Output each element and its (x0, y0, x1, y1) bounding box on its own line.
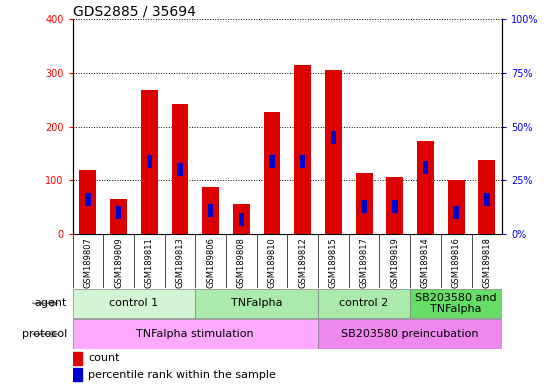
Text: GSM189810: GSM189810 (267, 237, 277, 288)
Bar (171, 104, 189, 234)
Text: percentile rank within the sample: percentile rank within the sample (88, 370, 276, 380)
Bar (85, 194, 90, 206)
Text: GSM189817: GSM189817 (359, 237, 369, 288)
Text: protocol: protocol (22, 329, 67, 339)
Bar (73, 319, 318, 349)
Text: count: count (88, 353, 120, 363)
Text: SB203580 and
TNFalpha: SB203580 and TNFalpha (415, 293, 497, 314)
Bar (478, 160, 496, 234)
Text: GSM189812: GSM189812 (298, 237, 307, 288)
Bar (79, 170, 97, 234)
Bar (147, 155, 152, 167)
Bar (331, 131, 336, 144)
Bar (386, 177, 403, 234)
Text: control 1: control 1 (109, 298, 158, 308)
Bar (417, 141, 434, 234)
Text: TNFalpha: TNFalpha (231, 298, 282, 308)
Text: agent: agent (35, 298, 67, 308)
Bar (355, 174, 373, 234)
Bar (73, 368, 82, 381)
Bar (300, 155, 305, 167)
Bar (177, 163, 182, 176)
Bar (110, 199, 127, 234)
Bar (448, 180, 465, 234)
Text: GSM189813: GSM189813 (175, 237, 185, 288)
Bar (325, 70, 342, 234)
Bar (294, 65, 311, 234)
Bar (318, 289, 410, 318)
Text: SB203580 preincubation: SB203580 preincubation (341, 329, 479, 339)
Text: GSM189814: GSM189814 (421, 237, 430, 288)
Text: GSM189818: GSM189818 (482, 237, 492, 288)
Bar (318, 319, 502, 349)
Text: control 2: control 2 (339, 298, 389, 308)
Bar (233, 204, 250, 234)
Text: GSM189815: GSM189815 (329, 237, 338, 288)
Bar (410, 289, 502, 318)
Bar (454, 206, 459, 219)
Bar (73, 289, 195, 318)
Bar (116, 206, 121, 219)
Bar (239, 213, 244, 226)
Bar (270, 155, 275, 167)
Bar (362, 200, 367, 213)
Text: GSM189808: GSM189808 (237, 237, 246, 288)
Bar (484, 194, 489, 206)
Bar (208, 204, 213, 217)
Bar (141, 90, 158, 234)
Text: GSM189811: GSM189811 (145, 237, 154, 288)
Text: GSM189816: GSM189816 (451, 237, 461, 288)
Bar (195, 289, 318, 318)
Bar (73, 352, 82, 365)
Bar (263, 112, 281, 234)
Text: GSM189819: GSM189819 (390, 237, 400, 288)
Bar (392, 200, 397, 213)
Text: GSM189809: GSM189809 (114, 237, 123, 288)
Bar (202, 187, 219, 234)
Text: TNFalpha stimulation: TNFalpha stimulation (137, 329, 254, 339)
Text: GDS2885 / 35694: GDS2885 / 35694 (73, 4, 195, 18)
Text: GSM189807: GSM189807 (83, 237, 93, 288)
Text: GSM189806: GSM189806 (206, 237, 215, 288)
Bar (423, 161, 428, 174)
